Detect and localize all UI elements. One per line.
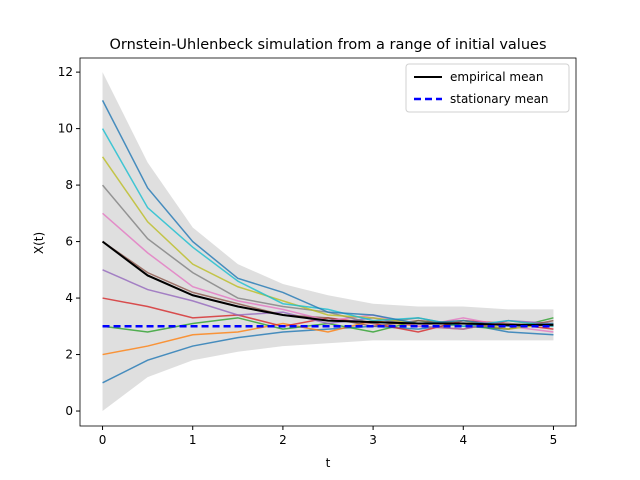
empirical-mean-line (101, 240, 554, 326)
legend-label: stationary mean (450, 92, 549, 106)
x-tick-label: 5 (550, 433, 558, 447)
x-axis-label: t (326, 456, 331, 470)
y-tick-label: 2 (65, 348, 73, 362)
y-tick-label: 0 (65, 404, 73, 418)
y-axis-label: X(t) (32, 232, 46, 254)
x-tick-label: 4 (459, 433, 467, 447)
legend-box (405, 63, 570, 113)
x-tick-label: 0 (99, 433, 107, 447)
confidence-band (102, 72, 554, 412)
y-tick-label: 10 (58, 122, 73, 136)
y-tick-label: 6 (65, 235, 73, 249)
y-tick-label: 4 (65, 291, 73, 305)
x-tick-label: 3 (369, 433, 377, 447)
y-tick-label: 12 (58, 65, 73, 79)
legend-label: empirical mean (450, 70, 543, 84)
y-tick-label: 8 (65, 178, 73, 192)
chart-title: Ornstein-Uhlenbeck simulation from a ran… (109, 37, 546, 53)
x-tick-label: 2 (279, 433, 287, 447)
x-tick-label: 1 (189, 433, 197, 447)
trajectory (101, 100, 554, 328)
